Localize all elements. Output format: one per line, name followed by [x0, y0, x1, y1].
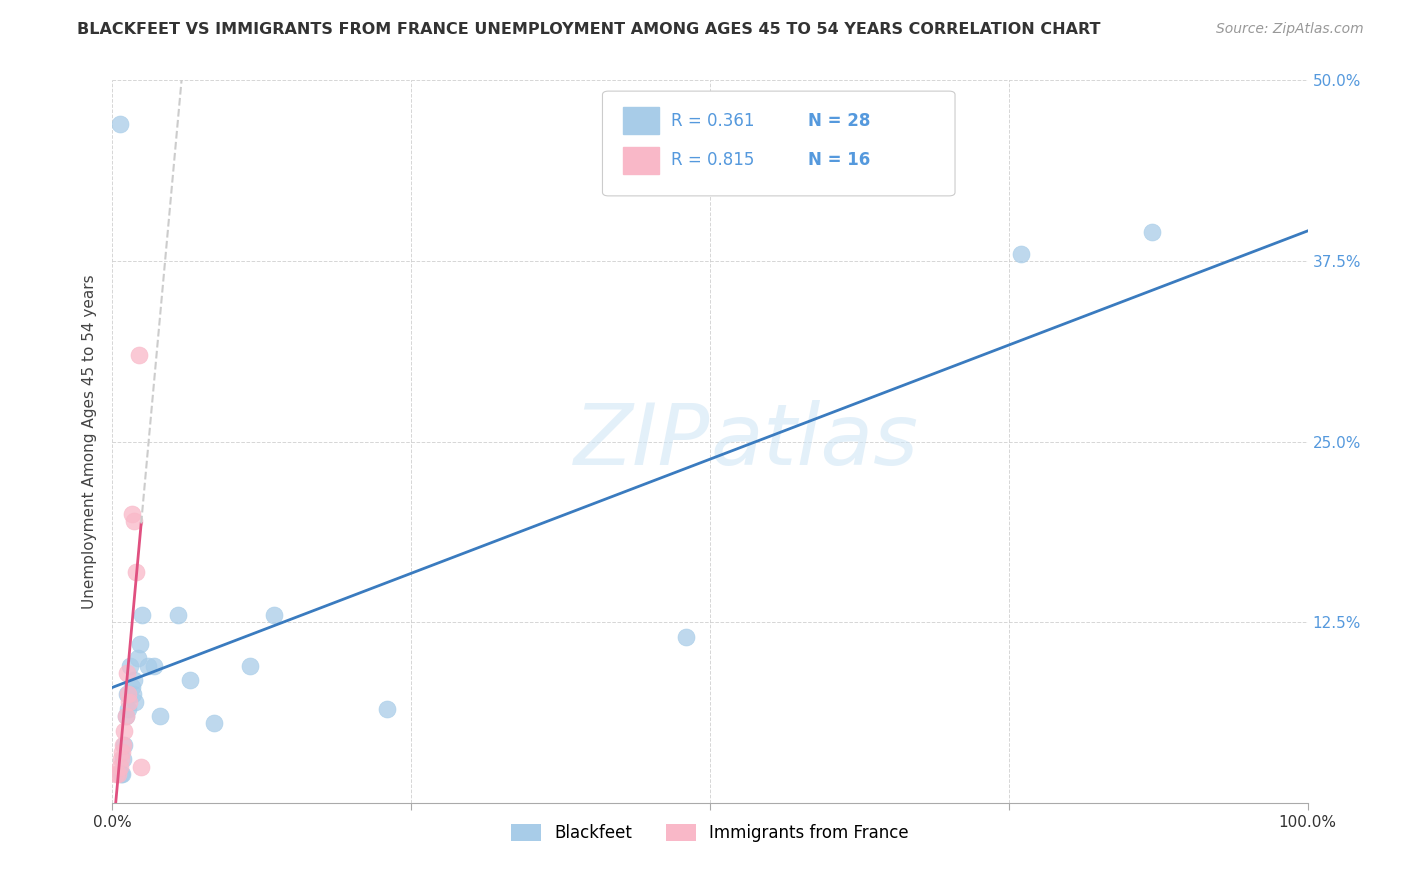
Point — [128, 348, 150, 362]
Point — [108, 760, 131, 774]
Point — [1010, 246, 1032, 260]
Point — [114, 738, 135, 752]
Point — [143, 658, 166, 673]
Point — [131, 607, 153, 622]
Point — [111, 745, 134, 759]
Point — [110, 767, 132, 781]
Point — [167, 607, 190, 622]
Point — [108, 117, 131, 131]
Text: Source: ZipAtlas.com: Source: ZipAtlas.com — [1216, 22, 1364, 37]
Point — [149, 709, 172, 723]
Point — [114, 723, 135, 738]
Text: N = 16: N = 16 — [808, 152, 870, 169]
Point — [120, 658, 142, 673]
FancyBboxPatch shape — [603, 91, 955, 196]
Point — [129, 637, 152, 651]
Point — [124, 695, 146, 709]
Point — [1142, 225, 1164, 239]
Point — [239, 658, 262, 673]
Point — [115, 665, 138, 680]
Point — [112, 752, 135, 766]
Point — [202, 716, 225, 731]
Point — [117, 687, 139, 701]
Y-axis label: Unemployment Among Ages 45 to 54 years: Unemployment Among Ages 45 to 54 years — [82, 274, 97, 609]
Point — [122, 673, 145, 687]
Point — [118, 695, 141, 709]
Point — [110, 752, 132, 766]
Point — [675, 630, 697, 644]
Text: R = 0.815: R = 0.815 — [671, 152, 754, 169]
Point — [117, 702, 139, 716]
Point — [112, 738, 135, 752]
Point — [114, 709, 136, 723]
Text: R = 0.361: R = 0.361 — [671, 112, 754, 129]
Point — [129, 760, 152, 774]
Text: ZIP: ZIP — [574, 400, 710, 483]
Point — [125, 565, 148, 579]
Legend: Blackfeet, Immigrants from France: Blackfeet, Immigrants from France — [505, 817, 915, 848]
Text: BLACKFEET VS IMMIGRANTS FROM FRANCE UNEMPLOYMENT AMONG AGES 45 TO 54 YEARS CORRE: BLACKFEET VS IMMIGRANTS FROM FRANCE UNEM… — [77, 22, 1101, 37]
Point — [127, 651, 149, 665]
Bar — [623, 107, 658, 135]
Bar — [623, 147, 658, 174]
Point — [121, 687, 143, 701]
Point — [114, 709, 136, 723]
Point — [122, 514, 145, 528]
Point — [179, 673, 201, 687]
Text: N = 28: N = 28 — [808, 112, 870, 129]
Text: atlas: atlas — [710, 400, 918, 483]
Point — [263, 607, 285, 622]
Point — [138, 658, 160, 673]
Point — [105, 767, 128, 781]
Point — [111, 767, 134, 781]
Point — [377, 702, 399, 716]
Point — [121, 680, 143, 694]
Point — [115, 687, 138, 701]
Point — [107, 767, 129, 781]
Point — [121, 507, 143, 521]
